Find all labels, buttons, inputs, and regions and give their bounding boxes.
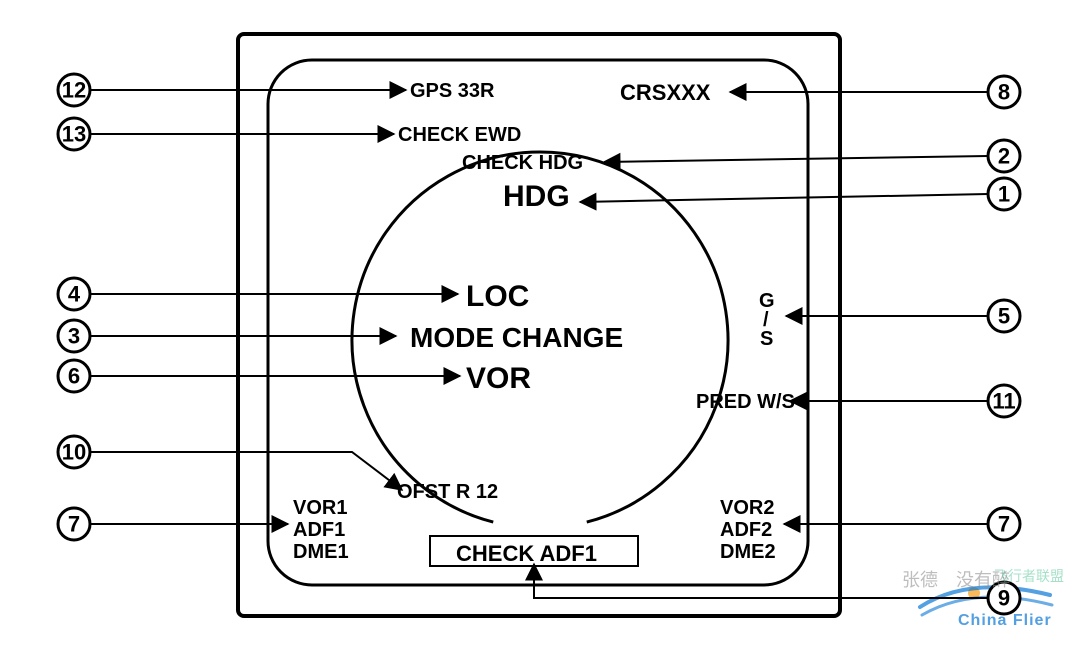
label-adf2: ADF2 (720, 519, 772, 542)
label-vor1: VOR1 (293, 497, 347, 520)
callout-10: 10 (62, 440, 86, 465)
watermark-en: China Flier (958, 612, 1052, 630)
label-pred-ws: PRED W/S (696, 391, 795, 414)
label-hdg: HDG (503, 180, 570, 214)
callout-1: 1 (998, 182, 1010, 207)
callout-12: 12 (62, 78, 86, 103)
diagram-stage: { "canvas": { "width": 1080, "height": 6… (0, 0, 1080, 649)
watermark-cn-3: 飞行者联盟 (994, 566, 1064, 586)
label-loc: LOC (466, 280, 529, 314)
label-gs-s: S (760, 328, 773, 351)
callout-2: 2 (998, 144, 1010, 169)
label-dme2: DME2 (720, 541, 776, 564)
callout-5: 5 (998, 304, 1010, 329)
label-mode-change: MODE CHANGE (410, 322, 623, 354)
callout-4: 4 (68, 282, 81, 307)
label-crs: CRSXXX (620, 80, 710, 106)
label-ofst: OFST R 12 (397, 481, 498, 504)
callout-8: 8 (998, 80, 1010, 105)
label-adf1: ADF1 (293, 519, 345, 542)
callout-11: 11 (992, 389, 1015, 414)
callout-6: 6 (68, 364, 80, 389)
label-check-adf1: CHECK ADF1 (456, 541, 597, 567)
label-check-hdg: CHECK HDG (462, 152, 583, 175)
label-vor: VOR (466, 362, 531, 396)
label-gps: GPS 33R (410, 80, 494, 103)
label-dme1: DME1 (293, 541, 349, 564)
callout-13: 13 (62, 122, 86, 147)
label-vor2: VOR2 (720, 497, 774, 520)
callout-3: 3 (68, 324, 80, 349)
label-check-ewd: CHECK EWD (398, 124, 521, 147)
callout-7: 7 (998, 512, 1010, 537)
watermark-cn-1: 张德 (902, 566, 938, 592)
callout-7: 7 (68, 512, 80, 537)
